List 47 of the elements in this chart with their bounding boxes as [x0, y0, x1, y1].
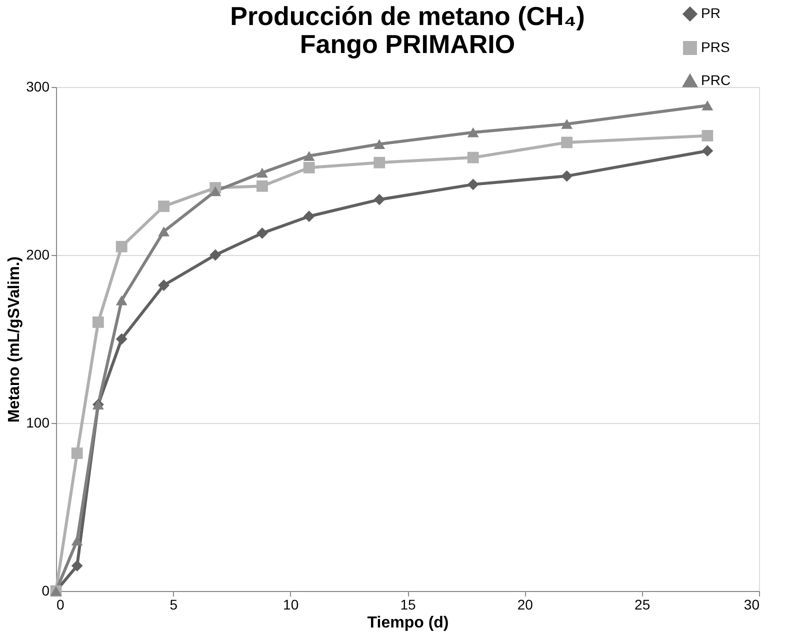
point [92, 316, 104, 328]
point [158, 280, 170, 291]
point [256, 168, 268, 178]
x-axis-title: Tiempo (d) [367, 614, 449, 632]
point [467, 152, 479, 164]
x-tick-label: 25 [634, 596, 650, 612]
point [702, 145, 714, 157]
point [467, 127, 479, 138]
x-tick-label: 0 [56, 596, 64, 612]
x-tick-label: 20 [517, 596, 534, 612]
point [116, 240, 128, 252]
y-tick-label: 0 [42, 582, 50, 598]
point [116, 295, 128, 306]
x-tick-label: 5 [170, 596, 178, 612]
point [158, 226, 170, 236]
legend-label: PRC [701, 72, 731, 88]
point [71, 560, 83, 572]
point [210, 249, 222, 261]
x-tick-label: 10 [283, 596, 299, 612]
point [702, 130, 714, 142]
point [256, 180, 268, 192]
legend-label: PRS [701, 39, 730, 55]
point [374, 194, 386, 206]
y-tick-label: 200 [26, 246, 50, 262]
point [158, 200, 170, 212]
point [702, 100, 714, 110]
point [71, 536, 83, 546]
point [374, 139, 386, 150]
y-axis-title: Metano (mL/gSValim.) [6, 256, 24, 423]
y-tick-label: 100 [26, 414, 50, 430]
point [71, 448, 83, 459]
x-tick-label: 15 [400, 596, 416, 612]
y-tick-label: 300 [26, 78, 50, 94]
point [256, 227, 268, 239]
legend-label: PR [701, 5, 720, 21]
point [467, 178, 479, 190]
point [303, 210, 315, 222]
point [303, 150, 315, 161]
point [561, 170, 573, 182]
chart-title: Producción de metano (CH₄) Fango PRIMARIO [230, 1, 585, 59]
point [303, 162, 315, 174]
point [374, 156, 386, 168]
point [561, 119, 573, 129]
point [116, 333, 128, 345]
point [210, 186, 222, 196]
point [561, 136, 573, 148]
x-tick-label: 30 [744, 596, 760, 612]
